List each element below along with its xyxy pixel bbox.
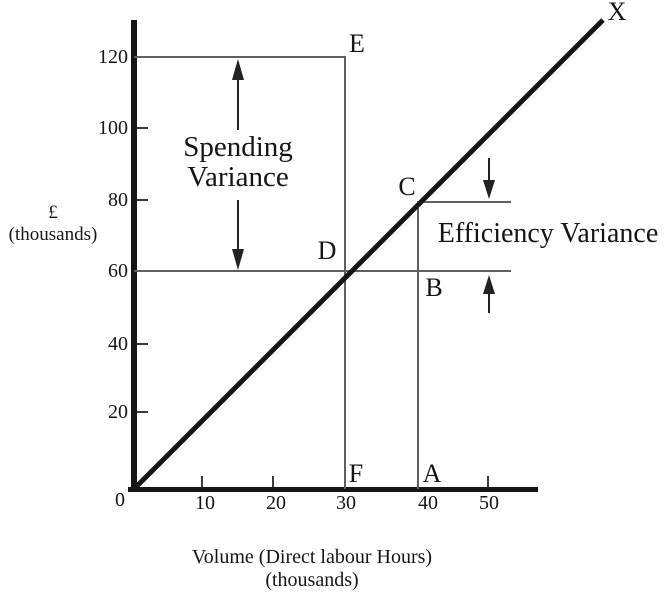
guide-line-y60 (134, 270, 511, 272)
y-tick-100 (137, 127, 148, 129)
efficiency-variance-label: Efficiency Variance (437, 218, 659, 249)
point-label-B: B (425, 273, 443, 302)
y-axis-title-line1: £ (48, 202, 58, 223)
x-axis-title-line2: (thousands) (265, 569, 359, 591)
x-axis-line (128, 487, 538, 492)
y-tick-80 (137, 199, 148, 201)
y-axis-title-line2: (thousands) (8, 224, 98, 245)
guide-line-x30 (344, 56, 346, 489)
y-axis-title: £ (thousands) (0, 202, 106, 246)
y-tick-label-40: 40 (108, 333, 128, 355)
x-tick-label-10: 10 (195, 492, 215, 514)
y-tick-label-80: 80 (108, 189, 128, 211)
efficiency-up-arrow-head (483, 275, 495, 294)
x-tick-20 (272, 476, 274, 487)
x-tick-label-20: 20 (266, 492, 286, 514)
spending-variance-line2: Variance (187, 161, 289, 193)
guide-line-y80 (419, 201, 511, 203)
budget-line-X (132, 18, 605, 491)
x-tick-10 (201, 476, 203, 487)
y-tick-40 (137, 343, 148, 345)
y-tick-20 (137, 411, 148, 413)
guide-line-y120 (134, 56, 346, 58)
point-label-E: E (349, 29, 365, 58)
y-tick-label-120: 120 (98, 46, 128, 68)
y-tick-label-100: 100 (98, 117, 128, 139)
origin-label: 0 (115, 489, 125, 511)
point-label-C: C (398, 172, 416, 201)
point-label-F: F (348, 459, 364, 488)
point-label-D: D (317, 236, 337, 265)
x-tick-label-40: 40 (418, 492, 438, 514)
x-tick-label-50: 50 (479, 492, 499, 514)
spending-variance-label: Spending Variance (138, 132, 338, 192)
spending-up-arrow-head (232, 59, 244, 80)
point-label-A: A (422, 459, 442, 488)
spending-down-arrow-head (232, 249, 244, 270)
guide-line-x40 (417, 201, 419, 489)
efficiency-down-arrow-head (483, 180, 495, 199)
x-tick-50 (487, 476, 489, 487)
x-tick-label-30: 30 (336, 492, 356, 514)
x-axis-title: Volume (Direct labour Hours) (thousands) (162, 546, 462, 592)
spending-variance-line1: Spending (183, 131, 293, 163)
y-tick-label-60: 60 (108, 260, 128, 282)
y-axis-line (131, 20, 137, 492)
y-tick-label-20: 20 (108, 401, 128, 423)
point-label-X: X (607, 0, 627, 26)
x-axis-title-line1: Volume (Direct labour Hours) (191, 546, 433, 568)
